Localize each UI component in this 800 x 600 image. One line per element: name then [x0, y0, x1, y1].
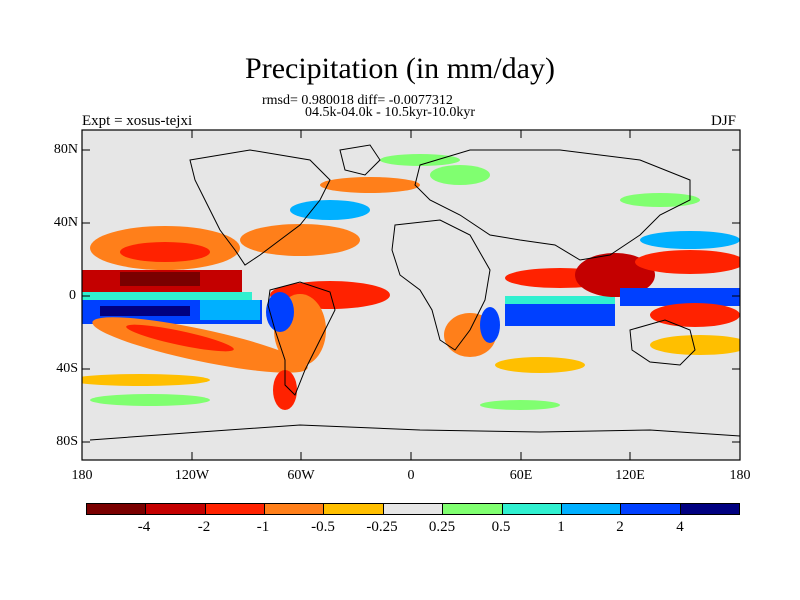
lon-label-180w: 180	[71, 468, 93, 483]
lon-label-120e: 120E	[615, 468, 645, 483]
west-pacific-dry	[635, 250, 740, 274]
lat-label-80n: 80N	[53, 142, 78, 157]
colorbar-swatch	[680, 504, 739, 514]
greenland-outline	[339, 144, 381, 176]
australia-outline	[629, 319, 696, 366]
colorbar-swatch	[502, 504, 562, 514]
indian-ocean-transition	[505, 296, 615, 304]
colorbar-swatch	[265, 504, 325, 514]
lon-label-0: 0	[407, 468, 415, 483]
northwest-pacific-wet	[640, 231, 740, 249]
season-label: DJF	[711, 113, 737, 129]
pacific-transition-band	[82, 292, 252, 302]
north-america-outline	[189, 149, 331, 266]
colorbar-label: 0.5	[491, 519, 511, 535]
lon-label-120w: 120W	[174, 468, 210, 483]
maritime-continent-dry	[575, 253, 655, 297]
colorbar-label: 1	[557, 519, 565, 535]
colorbar-label: -0.5	[311, 519, 335, 535]
lat-label-0: 0	[69, 288, 76, 303]
colorbar-label: -2	[197, 519, 211, 535]
lat-label-40n: 40N	[53, 215, 78, 230]
colorbar-swatch	[383, 504, 444, 514]
coastlines	[89, 144, 740, 441]
pacific-dry-core	[120, 272, 200, 286]
colorbar-swatch	[621, 504, 681, 514]
colorbar-label: 2	[616, 519, 624, 535]
southwest-pacific-dry	[650, 303, 740, 327]
antarctic-green	[480, 400, 560, 410]
colorbar-swatch	[443, 504, 503, 514]
experiment-label: Expt = xosus-tejxi	[82, 113, 193, 129]
patagonia-dry	[273, 370, 297, 410]
north-atlantic-wet	[290, 200, 370, 220]
antarctica-outline	[89, 424, 740, 441]
colorbar-swatch	[324, 504, 384, 514]
rmsd-diff-stats: rmsd= 0.980018 diff= -0.0077312	[262, 93, 453, 108]
southern-ocean-yellow-band	[82, 374, 210, 386]
pacific-wet-edge	[200, 300, 260, 320]
pacific-wet-core	[100, 306, 190, 316]
lon-label-60w: 60W	[287, 468, 315, 483]
north-atlantic-anomaly	[240, 224, 360, 256]
period-range: 04.5k-04.0k - 10.5kyr-10.0kyr	[305, 105, 476, 120]
north-pacific-core	[120, 242, 210, 262]
colorbar-label: 0.25	[428, 519, 456, 535]
africa-outline	[391, 219, 491, 351]
south-pacific-yellow	[650, 335, 740, 355]
lon-label-180e: 180	[729, 468, 751, 483]
colorbar-label: 4	[676, 519, 684, 535]
arctic-green-patch	[380, 154, 460, 166]
colorbar-label: -4	[137, 519, 151, 535]
colorbar	[86, 503, 740, 515]
colorbar-swatch	[561, 504, 622, 514]
southern-ocean-green	[90, 394, 210, 406]
map-title: Precipitation (in mm/day)	[245, 52, 555, 85]
colorbar-swatch	[87, 504, 147, 514]
colorbar-label: -0.25	[366, 519, 398, 535]
colorbar-label: -1	[256, 519, 270, 535]
axis-ticks	[81, 130, 741, 460]
lat-label-40s: 40S	[56, 361, 78, 376]
south-indian-ocean-yellow	[495, 357, 585, 373]
north-pacific-green	[620, 193, 700, 207]
subpolar-atlantic-anomaly	[320, 177, 420, 193]
lon-label-60e: 60E	[509, 468, 533, 483]
south-america-outline	[267, 281, 336, 396]
colorbar-swatch	[205, 504, 266, 514]
europe-green	[430, 165, 490, 185]
west-pacific-wet	[620, 288, 740, 306]
lat-label-80s: 80S	[56, 434, 78, 449]
south-pacific-core	[126, 324, 234, 352]
indian-ocean-wet-band	[505, 302, 615, 326]
madagascar-wet	[480, 307, 500, 343]
eurasia-outline	[414, 149, 691, 261]
anomaly-field	[82, 154, 740, 410]
colorbar-swatch	[146, 504, 206, 514]
